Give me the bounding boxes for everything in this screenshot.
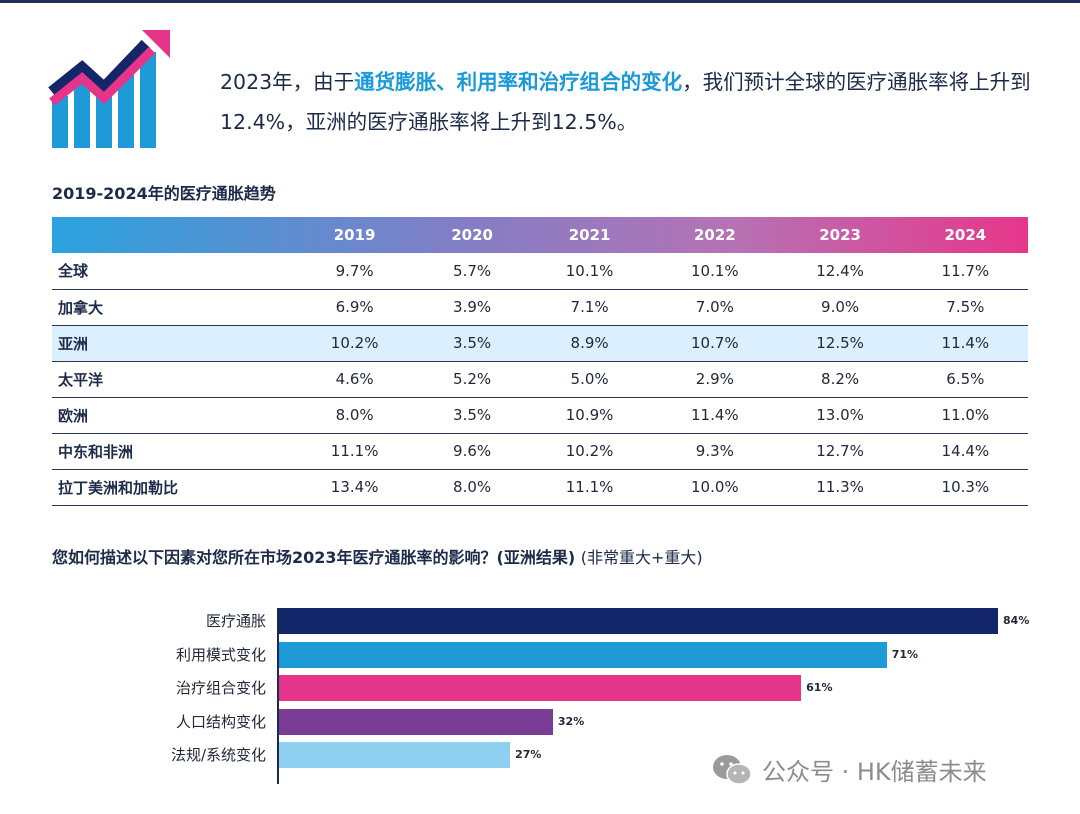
value-cell: 8.2% [777,361,903,398]
value-cell: 9.3% [652,433,778,470]
headline: 2023年，由于通货膨胀、利用率和治疗组合的变化，我们预计全球的医疗通胀率将上升… [220,62,1040,142]
table-row: 欧洲 8.0% 3.5% 10.9% 11.4% 13.0% 11.0% [52,397,1028,434]
value-cell: 6.9% [292,289,418,326]
value-cell: 10.3% [902,469,1028,506]
bar-category-label: 法规/系统变化 [170,746,266,764]
value-cell: 9.6% [417,433,527,470]
value-cell: 10.0% [652,469,778,506]
growth-chart-icon [48,30,170,148]
value-cell: 11.1% [292,433,418,470]
value-cell: 7.0% [652,289,778,326]
value-cell: 8.9% [526,325,653,362]
value-cell: 13.0% [777,397,903,434]
value-cell: 7.5% [902,289,1028,326]
region-cell: 全球 [52,253,292,290]
value-cell: 10.7% [652,325,778,362]
value-cell: 12.5% [777,325,903,362]
table-row: 太平洋 4.6% 5.2% 5.0% 2.9% 8.2% 6.5% [52,361,1028,398]
headline-highlight: 通货膨胀、利用率和治疗组合的变化 [354,70,683,94]
bars-title-main: 您如何描述以下因素对您所在市场2023年医疗通胀率的影响？(亚洲结果) [52,548,576,567]
value-cell: 3.9% [417,289,527,326]
value-cell: 8.0% [292,397,418,434]
value-cell: 4.6% [292,361,418,398]
region-cell: 中东和非洲 [52,433,292,470]
table-row: 中东和非洲 11.1% 9.6% 10.2% 9.3% 12.7% 14.4% [52,433,1028,470]
bar [279,608,999,634]
region-cell: 太平洋 [52,361,292,398]
inflation-trend-table: 2019 2020 2021 2022 2023 2024 全球 9.7% 5.7%… [52,217,1028,506]
column-header: 2024 [944,226,987,244]
value-cell: 10.2% [526,433,653,470]
value-cell: 14.4% [902,433,1028,470]
bar [279,742,511,768]
value-cell: 11.4% [652,397,778,434]
value-cell: 11.3% [777,469,903,506]
value-cell: 11.7% [902,253,1028,290]
bar-value-label: 61% [806,681,833,694]
value-cell: 9.7% [292,253,418,290]
region-cell: 欧洲 [52,397,292,434]
value-cell: 5.0% [526,361,653,398]
region-cell: 亚洲 [52,325,292,362]
column-header: 2019 [333,226,376,244]
bars-title: 您如何描述以下因素对您所在市场2023年医疗通胀率的影响？(亚洲结果) (非常重… [52,544,703,568]
bar [279,675,802,701]
value-cell: 10.1% [526,253,653,290]
bar-category-label: 利用模式变化 [175,645,266,664]
column-header: 2020 [451,226,493,244]
top-border [0,0,1080,3]
bar-value-label: 32% [557,714,585,728]
column-header: 2023 [819,226,861,244]
bar-value-label: 71% [891,647,919,661]
value-cell: 10.1% [652,253,778,290]
watermark: 公众号 · HK储蓄未来 [712,752,987,787]
value-cell: 12.7% [777,433,903,470]
value-cell: 5.2% [417,361,527,398]
value-cell: 3.5% [417,397,527,434]
bar-value-label: 27% [515,748,542,761]
value-cell: 11.4% [902,325,1028,362]
value-cell: 2.9% [652,361,778,398]
column-header: 2021 [568,226,611,244]
bars-title-suffix: (非常重大+重大) [580,548,703,567]
value-cell: 6.5% [902,361,1028,398]
region-cell: 加拿大 [52,289,292,326]
bar-value-label: 84% [1003,614,1030,627]
bar [279,641,887,668]
value-cell: 5.7% [417,253,527,290]
watermark-text: 公众号 · HK储蓄未来 [762,758,987,786]
value-cell: 10.9% [526,397,653,434]
column-header: 2022 [693,226,736,244]
table-row: 加拿大 6.9% 3.9% 7.1% 7.0% 9.0% 7.5% [52,289,1028,326]
bar [279,708,553,735]
headline-part1: 2023年，由于 [220,70,355,94]
value-cell: 3.5% [417,325,527,362]
bar-category-label: 治疗组合变化 [175,679,266,697]
bar-chart-axis [277,608,279,784]
table-title: 2019-2024年的医疗通胀趋势 [52,184,276,203]
bar-category-label: 人口结构变化 [175,712,266,731]
value-cell: 11.0% [902,397,1028,434]
table-row: 亚洲 10.2% 3.5% 8.9% 10.7% 12.5% 11.4% [52,325,1028,362]
value-cell: 11.1% [526,469,653,506]
value-cell: 8.0% [417,469,527,506]
table-header-row: 2019 2020 2021 2022 2023 2024 [52,217,1028,253]
value-cell: 10.2% [292,325,418,362]
wechat-icon [713,754,752,785]
headline-part2: ，我们预计全球的医疗通胀率将上升到12.4%，亚洲的医疗通胀率将上升到12.5%… [220,70,1031,134]
table-row: 全球 9.7% 5.7% 10.1% 10.1% 12.4% 11.7% [52,253,1028,290]
value-cell: 12.4% [777,253,903,290]
value-cell: 7.1% [526,289,653,326]
bar-category-label: 医疗通胀 [205,612,266,630]
table-row: 拉丁美洲和加勒比 13.4% 8.0% 11.1% 10.0% 11.3% 10.3% [52,469,1028,506]
value-cell: 13.4% [292,469,418,506]
table-header-corner [52,217,292,253]
region-cell: 拉丁美洲和加勒比 [52,469,292,506]
value-cell: 9.0% [777,289,903,326]
